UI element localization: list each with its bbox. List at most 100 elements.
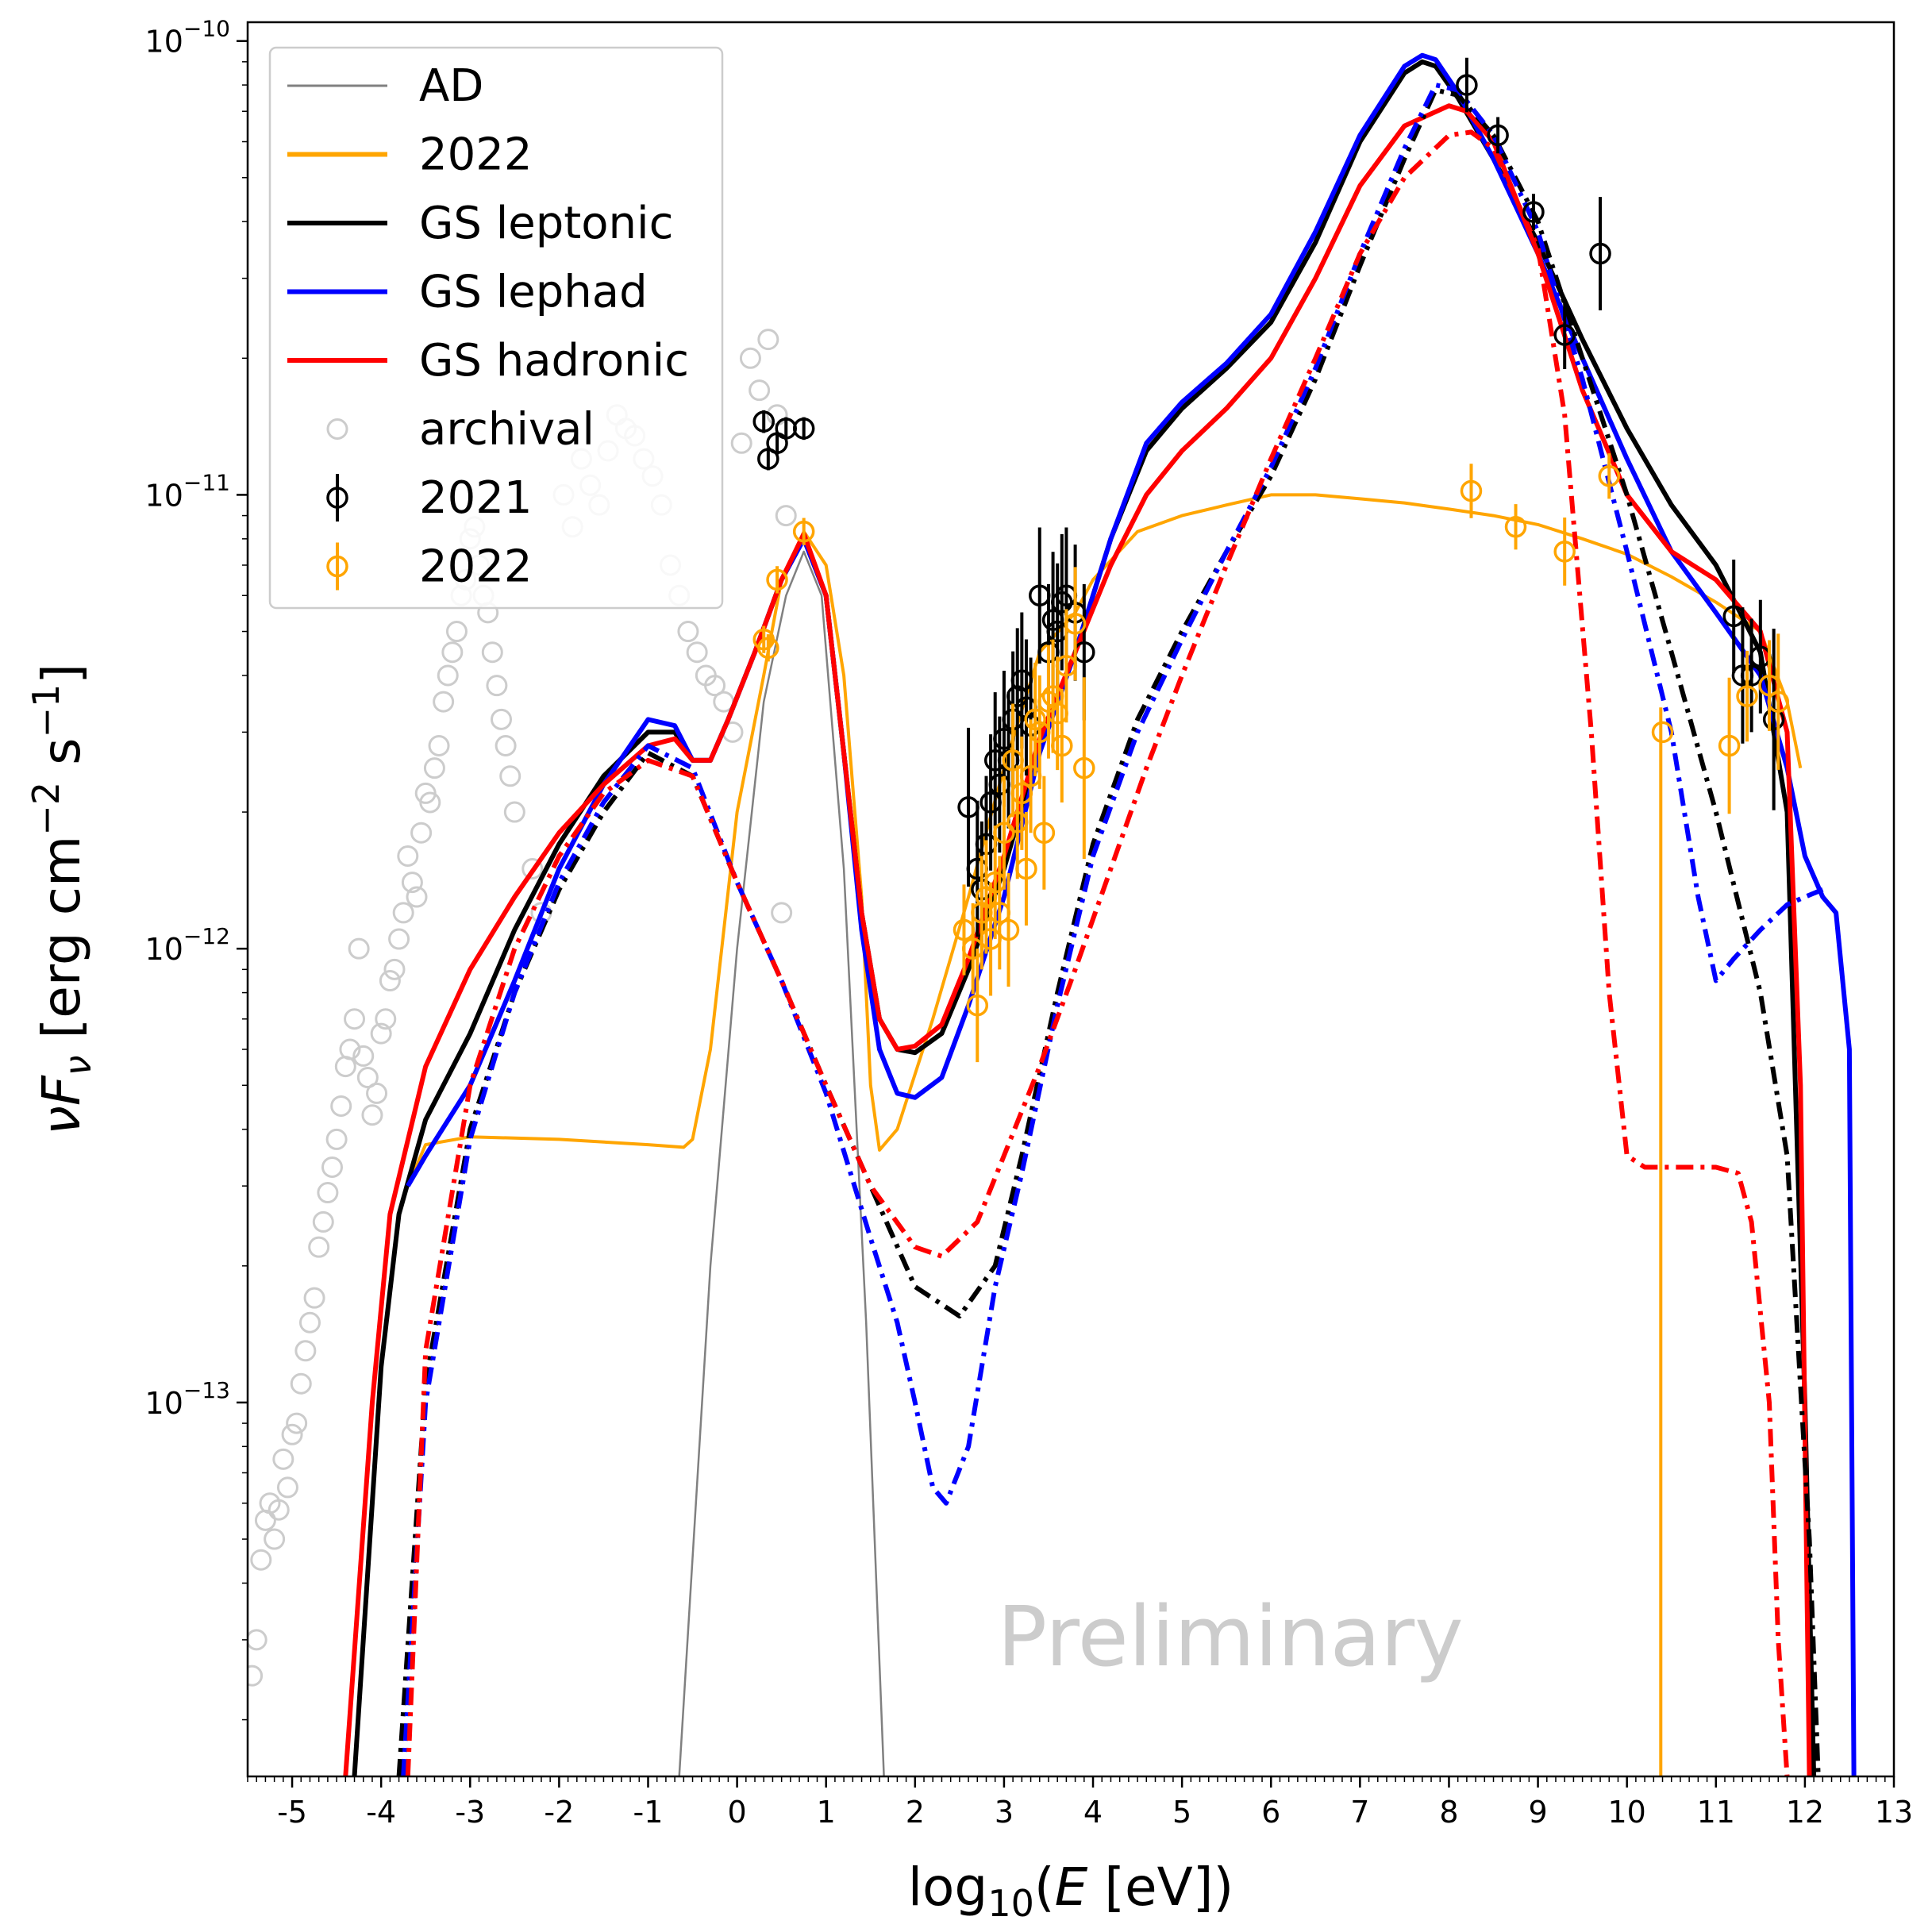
- archival-point: [267, 1499, 290, 1521]
- point-2022: [997, 918, 1020, 941]
- archival-point: [521, 857, 544, 879]
- legend-label: GS hadronic: [419, 335, 689, 387]
- x-tick-label: -5: [277, 1795, 307, 1830]
- archival-point: [428, 735, 450, 757]
- x-tick-label: 7: [1350, 1795, 1369, 1830]
- point-2021: [792, 418, 815, 440]
- archival-point: [383, 958, 406, 980]
- archival-point: [290, 1372, 312, 1395]
- point-2022: [993, 822, 1015, 844]
- x-tick-label: 10: [1607, 1795, 1645, 1830]
- archival-point: [361, 1104, 383, 1126]
- point-2022: [1504, 516, 1527, 538]
- archival-point: [303, 1287, 325, 1309]
- archival-point: [375, 1008, 397, 1030]
- archival-point: [264, 1528, 286, 1550]
- x-tick-label: -2: [544, 1795, 574, 1830]
- archival-point: [317, 1182, 339, 1204]
- y-tick-label: 10−13: [145, 1377, 230, 1421]
- archival-point: [406, 886, 428, 908]
- x-tick-label: 4: [1083, 1795, 1103, 1830]
- x-tick-label: 9: [1528, 1795, 1547, 1830]
- archival-point: [401, 872, 423, 894]
- series-line-7: [401, 83, 1824, 1776]
- point-2021: [1456, 74, 1478, 96]
- point-2021: [1553, 324, 1576, 346]
- point-2021: [1589, 242, 1611, 265]
- archival-point: [294, 1340, 317, 1362]
- archival-point: [771, 902, 793, 924]
- archival-point: [348, 937, 370, 960]
- archival-point: [352, 1045, 375, 1067]
- point-2022: [766, 568, 788, 591]
- point-2021: [1487, 124, 1509, 147]
- archival-point: [272, 1448, 294, 1470]
- y-axis-label: νFν [erg cm−2 s−1]: [25, 664, 99, 1135]
- archival-point: [410, 822, 433, 844]
- archival-point: [677, 621, 699, 643]
- x-tick-label: 5: [1172, 1795, 1191, 1830]
- series-line-0: [678, 550, 885, 1776]
- archival-point: [433, 691, 455, 713]
- archival-point: [757, 329, 779, 351]
- archival-point: [686, 641, 708, 664]
- archival-point: [491, 708, 513, 730]
- x-tick-label: -3: [455, 1795, 485, 1830]
- archival-point: [366, 1082, 388, 1104]
- legend-marker-swatch: [326, 555, 348, 578]
- legend-marker-swatch: [326, 487, 348, 509]
- archival-point: [344, 1008, 366, 1030]
- x-tick-label: -1: [633, 1795, 664, 1830]
- archival-point: [250, 1549, 272, 1571]
- legend: AD 2022 GS leptonic GS lephad GS hadronic arc…: [268, 46, 724, 610]
- legend-marker-swatch: [326, 418, 348, 440]
- archival-point: [503, 801, 525, 823]
- archival-point: [704, 675, 726, 697]
- legend-label: 2021: [419, 472, 533, 524]
- y-tick-label: 10−12: [145, 923, 230, 967]
- point-2022: [1736, 685, 1758, 707]
- archival-point: [392, 902, 414, 924]
- archival-point: [486, 675, 508, 697]
- point-2022: [1033, 822, 1056, 844]
- point-2022: [1651, 721, 1674, 744]
- legend-box: [268, 46, 724, 610]
- archival-point: [481, 641, 503, 664]
- point-2022: [792, 520, 815, 543]
- archival-point: [248, 1629, 267, 1651]
- archival-point: [441, 641, 464, 664]
- plot-frame: [246, 21, 1895, 1778]
- x-tick-label: 8: [1439, 1795, 1458, 1830]
- axes-group: -5 -4 -3 -2 -1 0 1 2 3 4 5 6 7 8 9 10 11 12 1310−1310−1210…: [145, 16, 1914, 1830]
- point-2022: [1073, 756, 1095, 779]
- archival-point: [276, 1476, 298, 1499]
- point-2022: [1718, 734, 1741, 757]
- x-tick-label: 12: [1786, 1795, 1824, 1830]
- series-line-6: [396, 87, 1821, 1776]
- x-tick-label: 13: [1875, 1795, 1913, 1830]
- point-2021: [752, 410, 775, 433]
- y-tick-label: 10−10: [145, 16, 230, 60]
- y-tick-label: 10−11: [145, 469, 230, 513]
- archival-point: [419, 791, 441, 814]
- x-axis-label: log10(E [eV]): [908, 1857, 1234, 1925]
- legend-label: GS lephad: [419, 267, 648, 318]
- watermark-text: Preliminary: [997, 1588, 1463, 1685]
- series-line-5: [343, 103, 1812, 1776]
- series-line-8: [405, 129, 1790, 1776]
- x-tick-label: -4: [366, 1795, 396, 1830]
- archival-point: [388, 928, 410, 950]
- point-2022: [1024, 708, 1046, 731]
- archival-point: [321, 1156, 344, 1178]
- archival-point: [330, 1095, 352, 1117]
- point-2021: [1522, 201, 1545, 223]
- point-2022: [1064, 613, 1087, 635]
- point-2022: [1015, 857, 1037, 880]
- point-2022: [757, 637, 779, 659]
- archival-point: [749, 379, 771, 402]
- x-tick-label: 2: [906, 1795, 925, 1830]
- archival-point: [397, 845, 419, 867]
- archival-point: [308, 1236, 330, 1258]
- legend-label: AD: [419, 60, 483, 112]
